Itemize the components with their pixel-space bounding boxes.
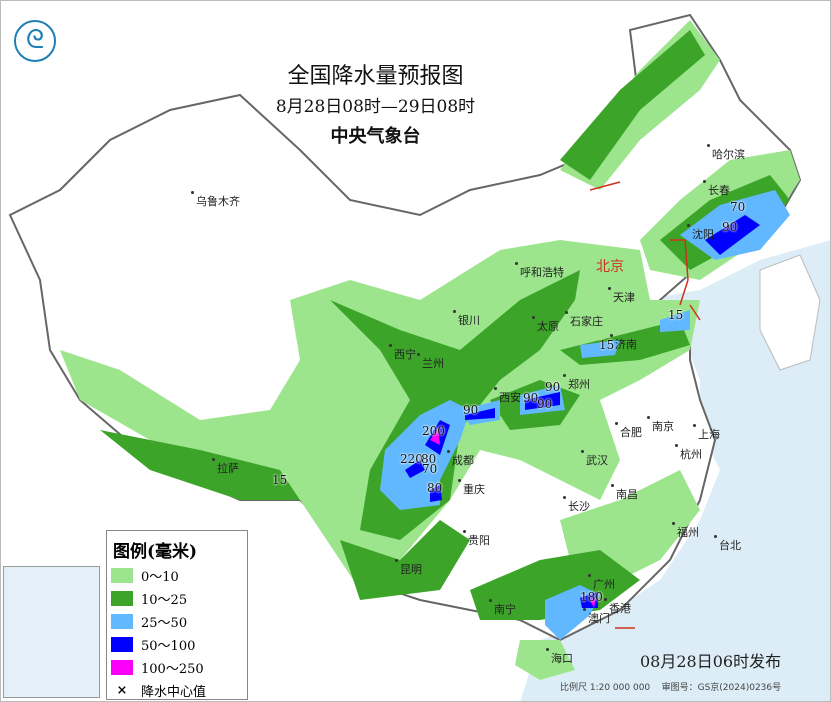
center-value: 90 <box>722 220 738 234</box>
city-label: 济南 <box>610 334 637 351</box>
cma-logo-icon: ᘓ <box>14 20 56 62</box>
legend-label: 25～50 <box>141 616 188 631</box>
legend-swatch <box>111 660 133 675</box>
map-title: 全国降水量预报图 <box>287 64 464 89</box>
forecast-period: 8月28日08时—29日08时 <box>275 97 476 117</box>
legend-item: 10～25 <box>111 587 247 610</box>
legend-swatch <box>111 591 133 606</box>
city-label: 银川 <box>453 310 480 327</box>
city-label: 贵阳 <box>463 530 490 547</box>
center-value: 180 <box>580 590 603 604</box>
city-label: 郑州 <box>563 374 590 391</box>
center-value: 15 <box>668 308 684 322</box>
sea <box>520 240 831 702</box>
center-cross-icon: × <box>116 683 128 698</box>
city-label: 沈阳 <box>687 224 714 241</box>
map-approval-number: 审图号：GS京(2024)0236号 <box>661 683 782 693</box>
city-label: 西宁 <box>389 344 416 361</box>
city-label: 长沙 <box>563 496 590 513</box>
map-scale: 比例尺 1:20 000 000 <box>560 683 651 693</box>
city-label: 福州 <box>672 522 699 539</box>
center-value: 220 <box>400 452 423 466</box>
city-label: 太原 <box>532 316 559 333</box>
center-value: 70 <box>422 462 438 476</box>
center-value: 90 <box>523 391 539 405</box>
city-label: 上海 <box>693 424 720 441</box>
korea <box>759 254 821 371</box>
city-label: 海口 <box>546 648 573 665</box>
legend-swatch <box>111 568 133 583</box>
city-label: 南昌 <box>611 484 638 501</box>
legend-label: 降水中心值 <box>141 685 207 700</box>
city-label: 南宁 <box>489 599 516 616</box>
legend-item: 25～50 <box>111 610 247 633</box>
legend-label: 50～100 <box>141 639 196 654</box>
center-value: 80 <box>427 481 443 495</box>
city-label: 哈尔滨 <box>707 144 745 161</box>
city-label: 石家庄 <box>565 311 603 328</box>
city-label: 合肥 <box>615 422 642 439</box>
city-label: 武汉 <box>581 450 608 467</box>
city-label: 天津 <box>608 287 635 304</box>
center-value: 70 <box>730 200 746 214</box>
city-label: 香港 <box>604 598 631 615</box>
rain-100-250-areas <box>430 428 596 608</box>
legend-item: 100～250 <box>111 656 247 679</box>
city-label: 澳门 <box>583 608 610 625</box>
city-label: 乌鲁木齐 <box>191 191 240 208</box>
wind-barbs <box>589 181 701 629</box>
city-label: 重庆 <box>458 479 485 496</box>
city-label: 杭州 <box>675 444 702 461</box>
city-label: 成都 <box>447 450 474 467</box>
city-label: 昆明 <box>395 559 422 576</box>
legend-label: 100～250 <box>141 662 204 677</box>
legend-title: 图例(毫米) <box>113 542 198 562</box>
south-china-sea-inset <box>3 566 100 698</box>
center-value: 90 <box>537 397 553 411</box>
city-label: 广州 <box>588 574 615 591</box>
center-value: 90 <box>463 403 479 417</box>
legend-label: 0～10 <box>141 570 179 585</box>
footer: 比例尺 1:20 000 000 审图号：GS京(2024)0236号 <box>560 680 781 693</box>
issue-time: 08月28日06时发布 <box>640 652 782 671</box>
legend-swatch <box>111 614 133 629</box>
city-label: 长春 <box>703 180 730 197</box>
legend-item: 0～10 <box>111 564 247 587</box>
city-label: 西安 <box>494 387 521 404</box>
legend-item: 50～100 <box>111 633 247 656</box>
legend: 图例(毫米) 0～10 10～25 25～50 50～100 100～250 ×… <box>106 530 248 700</box>
legend-label: 10～25 <box>141 593 188 608</box>
city-label: 兰州 <box>417 353 444 370</box>
center-value: 15 <box>272 473 288 487</box>
center-value: 80 <box>421 452 437 466</box>
city-label: 南京 <box>647 416 674 433</box>
center-value: 200 <box>422 424 445 438</box>
capital-label: 北京 <box>596 259 624 275</box>
agency-name: 中央气象台 <box>330 126 421 147</box>
legend-item: × 降水中心值 <box>111 679 247 702</box>
city-label: 呼和浩特 <box>515 262 564 279</box>
city-label: 拉萨 <box>212 458 239 475</box>
center-value: 90 <box>545 380 561 394</box>
legend-swatch <box>111 637 133 652</box>
center-value: 15 <box>599 338 615 352</box>
city-label: 台北 <box>714 535 741 552</box>
